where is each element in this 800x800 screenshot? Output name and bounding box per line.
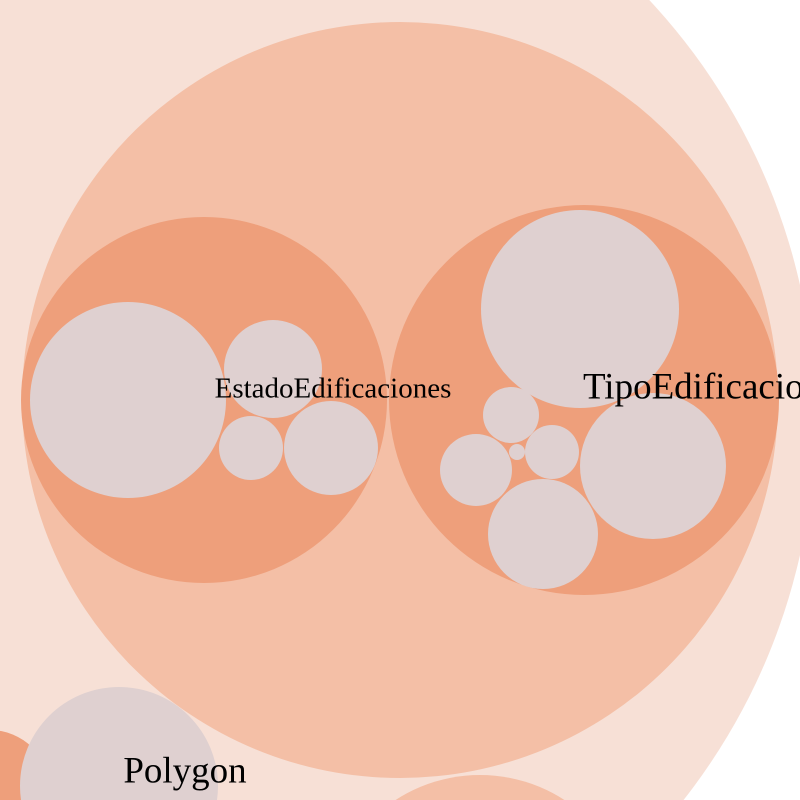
group-circle xyxy=(395,775,565,800)
leaf-circle[interactable] xyxy=(284,401,378,495)
node-label: EstadoEdificaciones xyxy=(215,373,452,405)
leaf-circle[interactable] xyxy=(488,479,598,589)
leaf-circle[interactable] xyxy=(483,387,539,443)
leaf-circle[interactable] xyxy=(580,393,726,539)
leaf-circle[interactable] xyxy=(224,320,322,418)
leaf-circle[interactable] xyxy=(481,210,679,408)
leaf-circle[interactable] xyxy=(20,687,218,800)
node-label: TipoEdificaciones xyxy=(583,366,800,407)
leaf-circle[interactable] xyxy=(219,416,283,480)
leaf-circle[interactable] xyxy=(440,434,512,506)
leaf-circle[interactable] xyxy=(30,302,226,498)
leaf-circle[interactable] xyxy=(509,444,525,460)
node-label: Polygon xyxy=(123,750,246,791)
leaf-circle[interactable] xyxy=(525,425,579,479)
